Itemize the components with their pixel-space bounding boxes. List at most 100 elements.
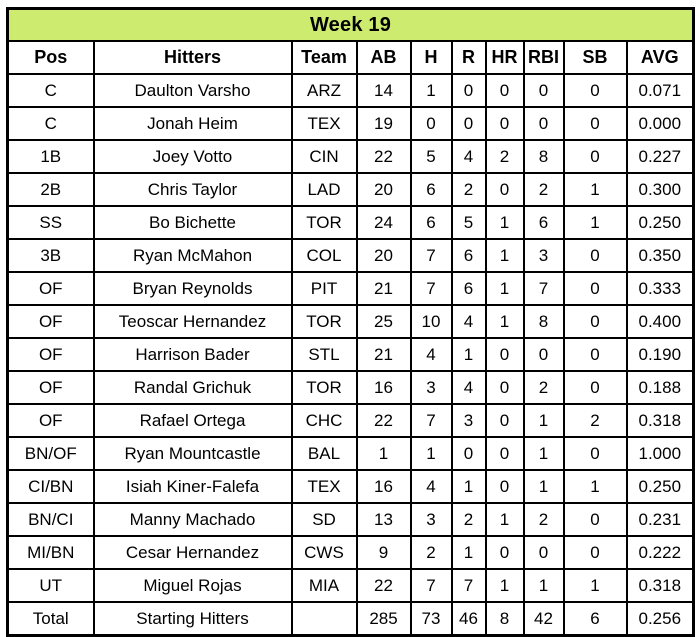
r-cell: 4 [450, 370, 487, 405]
hr-cell: 8 [484, 601, 525, 637]
rbi-cell: 0 [522, 106, 565, 141]
hr-cell: 1 [484, 568, 525, 603]
rbi-cell: 1 [522, 568, 565, 603]
sb-cell: 0 [562, 370, 628, 405]
column-header-r: R [450, 40, 487, 75]
player-row: BN/OF Ryan Mountcastle BAL 1 1 0 0 1 0 1.000 [6, 436, 695, 471]
h-cell: 4 [409, 337, 453, 372]
ab-cell: 16 [355, 469, 412, 504]
team-cell: TEX [290, 106, 358, 141]
hr-cell: 1 [484, 304, 525, 339]
player-name-cell: Teoscar Hernandez [92, 304, 293, 339]
player-name-cell: Randal Grichuk [92, 370, 293, 405]
player-name-cell: Chris Taylor [92, 172, 293, 207]
rbi-cell: 0 [522, 337, 565, 372]
r-cell: 2 [450, 502, 487, 537]
ab-cell: 20 [355, 172, 412, 207]
h-cell: 5 [409, 139, 453, 174]
h-cell: 7 [409, 271, 453, 306]
team-cell: BAL [290, 436, 358, 471]
sb-cell: 0 [562, 436, 628, 471]
team-cell: PIT [290, 271, 358, 306]
sb-cell: 0 [562, 502, 628, 537]
player-row: 1B Joey Votto CIN 22 5 4 2 8 0 0.227 [6, 139, 695, 174]
rbi-cell: 8 [522, 304, 565, 339]
hr-cell: 0 [484, 337, 525, 372]
player-row: OF Bryan Reynolds PIT 21 7 6 1 7 0 0.333 [6, 271, 695, 306]
player-name-cell: Rafael Ortega [92, 403, 293, 438]
h-cell: 3 [409, 502, 453, 537]
sb-cell: 0 [562, 304, 628, 339]
avg-cell: 0.222 [625, 535, 695, 570]
team-cell: LAD [290, 172, 358, 207]
hr-cell: 0 [484, 469, 525, 504]
avg-cell: 0.071 [625, 73, 695, 108]
ab-cell: 285 [355, 601, 412, 637]
team-cell: TOR [290, 205, 358, 240]
column-header-ab: AB [355, 40, 412, 75]
ab-cell: 13 [355, 502, 412, 537]
player-name-cell: Starting Hitters [92, 601, 293, 637]
avg-cell: 0.318 [625, 403, 695, 438]
ab-cell: 9 [355, 535, 412, 570]
sb-cell: 1 [562, 172, 628, 207]
table-body: C Daulton Varsho ARZ 14 1 0 0 0 0 0.071 C Jonah Hei… [6, 73, 695, 637]
sb-cell: 1 [562, 568, 628, 603]
pos-cell: MI/BN [6, 535, 95, 570]
hr-cell: 0 [484, 106, 525, 141]
player-name-cell: Jonah Heim [92, 106, 293, 141]
player-row: SS Bo Bichette TOR 24 6 5 1 6 1 0.250 [6, 205, 695, 240]
h-cell: 6 [409, 205, 453, 240]
r-cell: 4 [450, 304, 487, 339]
avg-cell: 0.188 [625, 370, 695, 405]
player-row: 3B Ryan McMahon COL 20 7 6 1 3 0 0.350 [6, 238, 695, 273]
avg-cell: 0.190 [625, 337, 695, 372]
player-row: BN/CI Manny Machado SD 13 3 2 1 2 0 0.231 [6, 502, 695, 537]
avg-cell: 0.000 [625, 106, 695, 141]
r-cell: 2 [450, 172, 487, 207]
r-cell: 3 [450, 403, 487, 438]
ab-cell: 25 [355, 304, 412, 339]
r-cell: 5 [450, 205, 487, 240]
pos-cell: BN/OF [6, 436, 95, 471]
h-cell: 0 [409, 106, 453, 141]
pos-cell: CI/BN [6, 469, 95, 504]
rbi-cell: 7 [522, 271, 565, 306]
team-cell: CWS [290, 535, 358, 570]
h-cell: 2 [409, 535, 453, 570]
rbi-cell: 2 [522, 370, 565, 405]
rbi-cell: 1 [522, 469, 565, 504]
column-header-rbi: RBI [522, 40, 565, 75]
h-cell: 7 [409, 238, 453, 273]
ab-cell: 14 [355, 73, 412, 108]
player-name-cell: Bo Bichette [92, 205, 293, 240]
h-cell: 73 [409, 601, 453, 637]
hr-cell: 1 [484, 502, 525, 537]
pos-cell: OF [6, 403, 95, 438]
player-row: OF Rafael Ortega CHC 22 7 3 0 1 2 0.318 [6, 403, 695, 438]
sb-cell: 6 [562, 601, 628, 637]
sb-cell: 0 [562, 238, 628, 273]
ab-cell: 22 [355, 403, 412, 438]
hr-cell: 0 [484, 370, 525, 405]
hr-cell: 0 [484, 73, 525, 108]
pos-cell: Total [6, 601, 95, 637]
team-cell: TEX [290, 469, 358, 504]
rbi-cell: 0 [522, 535, 565, 570]
h-cell: 7 [409, 403, 453, 438]
player-name-cell: Manny Machado [92, 502, 293, 537]
sb-cell: 1 [562, 205, 628, 240]
rbi-cell: 8 [522, 139, 565, 174]
player-row: OF Teoscar Hernandez TOR 25 10 4 1 8 0 0.400 [6, 304, 695, 339]
team-cell: CHC [290, 403, 358, 438]
column-header-pos: Pos [6, 40, 95, 75]
player-row: UT Miguel Rojas MIA 22 7 7 1 1 1 0.318 [6, 568, 695, 603]
hr-cell: 0 [484, 403, 525, 438]
h-cell: 6 [409, 172, 453, 207]
player-row: MI/BN Cesar Hernandez CWS 9 2 1 0 0 0 0.222 [6, 535, 695, 570]
title-row: Week 19 [6, 7, 695, 42]
team-cell: STL [290, 337, 358, 372]
player-name-cell: Isiah Kiner-Falefa [92, 469, 293, 504]
team-cell: CIN [290, 139, 358, 174]
avg-cell: 0.318 [625, 568, 695, 603]
